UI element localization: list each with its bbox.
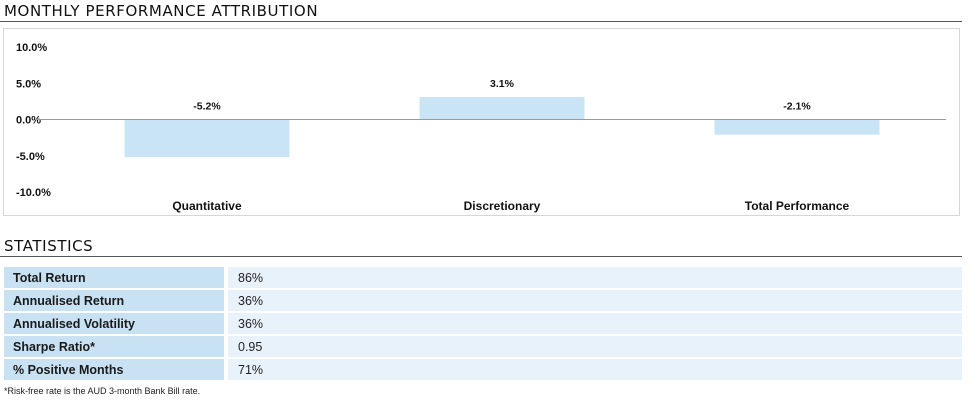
stat-label: Total Return: [4, 267, 228, 288]
y-tick-label: 0.0%: [16, 115, 41, 127]
statistics-table: Total Return 86% Annualised Return 36% A…: [4, 265, 962, 382]
attribution-chart-svg: 10.0% 5.0% 0.0% -5.0% -10.0% -5.2% 3.1% -2.1% Qu…: [16, 42, 946, 213]
bar: [124, 119, 290, 158]
footnote: *Risk-free rate is the AUD 3-month Bank …: [4, 386, 201, 396]
x-category-label: Discretionary: [464, 199, 541, 213]
y-tick-label: -10.0%: [16, 187, 51, 199]
bar: [714, 119, 880, 135]
stat-value: 0.95: [228, 336, 962, 357]
data-label: -5.2%: [193, 101, 221, 113]
stat-label: % Positive Months: [4, 359, 228, 380]
y-tick-label: -5.0%: [16, 151, 45, 163]
table-row: % Positive Months 71%: [4, 359, 962, 380]
table-row: Sharpe Ratio* 0.95: [4, 336, 962, 357]
statistics-section-title: STATISTICS: [4, 237, 94, 255]
section-divider: [0, 256, 962, 257]
data-label: -2.1%: [783, 101, 811, 113]
stat-label: Sharpe Ratio*: [4, 336, 228, 357]
stat-value: 71%: [228, 359, 962, 380]
stat-value: 36%: [228, 290, 962, 311]
data-label: 3.1%: [490, 78, 515, 90]
bar: [419, 97, 585, 120]
table-row: Total Return 86%: [4, 267, 962, 288]
y-tick-label: 5.0%: [16, 78, 41, 90]
y-tick-label: 10.0%: [16, 42, 47, 54]
attribution-chart: 10.0% 5.0% 0.0% -5.0% -10.0% -5.2% 3.1% -2.1% Qu…: [3, 28, 960, 216]
x-category-label: Quantitative: [172, 199, 242, 213]
stat-value: 36%: [228, 313, 962, 334]
stat-value: 86%: [228, 267, 962, 288]
x-category-label: Total Performance: [745, 199, 850, 213]
stat-label: Annualised Return: [4, 290, 228, 311]
section-divider: [0, 21, 962, 22]
table-row: Annualised Volatility 36%: [4, 313, 962, 334]
stat-label: Annualised Volatility: [4, 313, 228, 334]
attribution-section-title: MONTHLY PERFORMANCE ATTRIBUTION: [4, 2, 319, 20]
table-row: Annualised Return 36%: [4, 290, 962, 311]
